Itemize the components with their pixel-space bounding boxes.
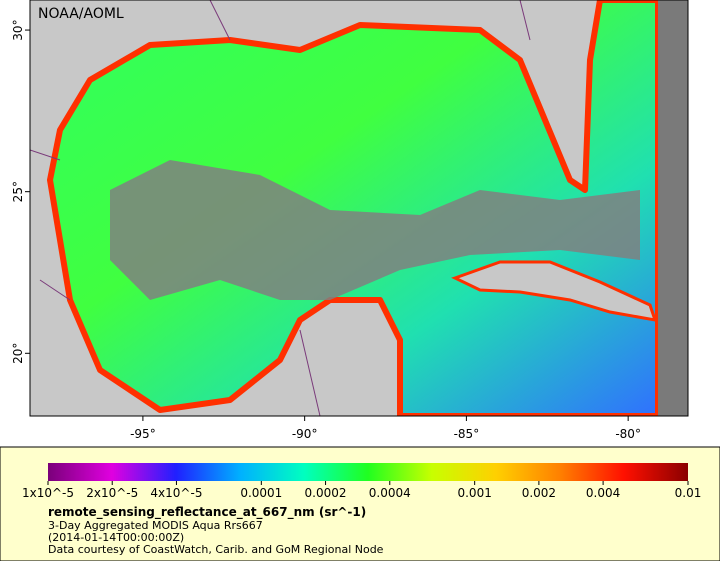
colorbar-tick-label: 0.004	[586, 486, 620, 500]
colorbar-tick-label: 0.001	[457, 486, 491, 500]
description: 3-Day Aggregated MODIS Aqua Rrs667	[48, 519, 263, 532]
borders	[30, 0, 531, 416]
x-tick-label: -90°	[292, 427, 318, 441]
colorbar-tick-label: 0.01	[675, 486, 702, 500]
y-tick-label: 30°	[11, 19, 25, 40]
y-tick-label: 20°	[11, 343, 25, 364]
colorbar-tick-label: 4x10^-5	[150, 486, 202, 500]
colorbar: 1x10^-5 2x10^-5 4x10^-5 0.0001 0.0002 0.0004 0…	[22, 463, 701, 500]
colorbar-tick-label: 0.0004	[369, 486, 411, 500]
colorbar-label: remote_sensing_reflectance_at_667_nm (sr…	[48, 505, 366, 520]
colorbar-tick-label: 0.0001	[240, 486, 282, 500]
x-tick-label: -80°	[615, 427, 641, 441]
map-frame	[29, 0, 689, 417]
cloud	[110, 160, 640, 300]
colorbar-tick-label: 2x10^-5	[86, 486, 138, 500]
y-tick-label: 25°	[11, 181, 25, 202]
cuba	[451, 260, 658, 322]
colorbar-ramp	[48, 463, 688, 481]
credit: NOAA/AOML	[38, 6, 124, 22]
colorbar-tick-label: 1x10^-5	[22, 486, 74, 500]
map	[30, 0, 688, 416]
no-data-strip	[658, 0, 688, 416]
credit-bg	[34, 2, 126, 24]
colorbar-tick-label: 0.002	[522, 486, 556, 500]
source: Data courtesy of CoastWatch, Carib. and …	[48, 543, 384, 556]
x-tick-label: -85°	[454, 427, 480, 441]
x-tick-label: -95°	[130, 427, 156, 441]
time: (2014-01-14T00:00:00Z)	[48, 531, 184, 544]
colorbar-tick-label: 0.0002	[305, 486, 347, 500]
axes: -95° -90° -85° -80° 20° 25° 30°	[11, 19, 641, 441]
